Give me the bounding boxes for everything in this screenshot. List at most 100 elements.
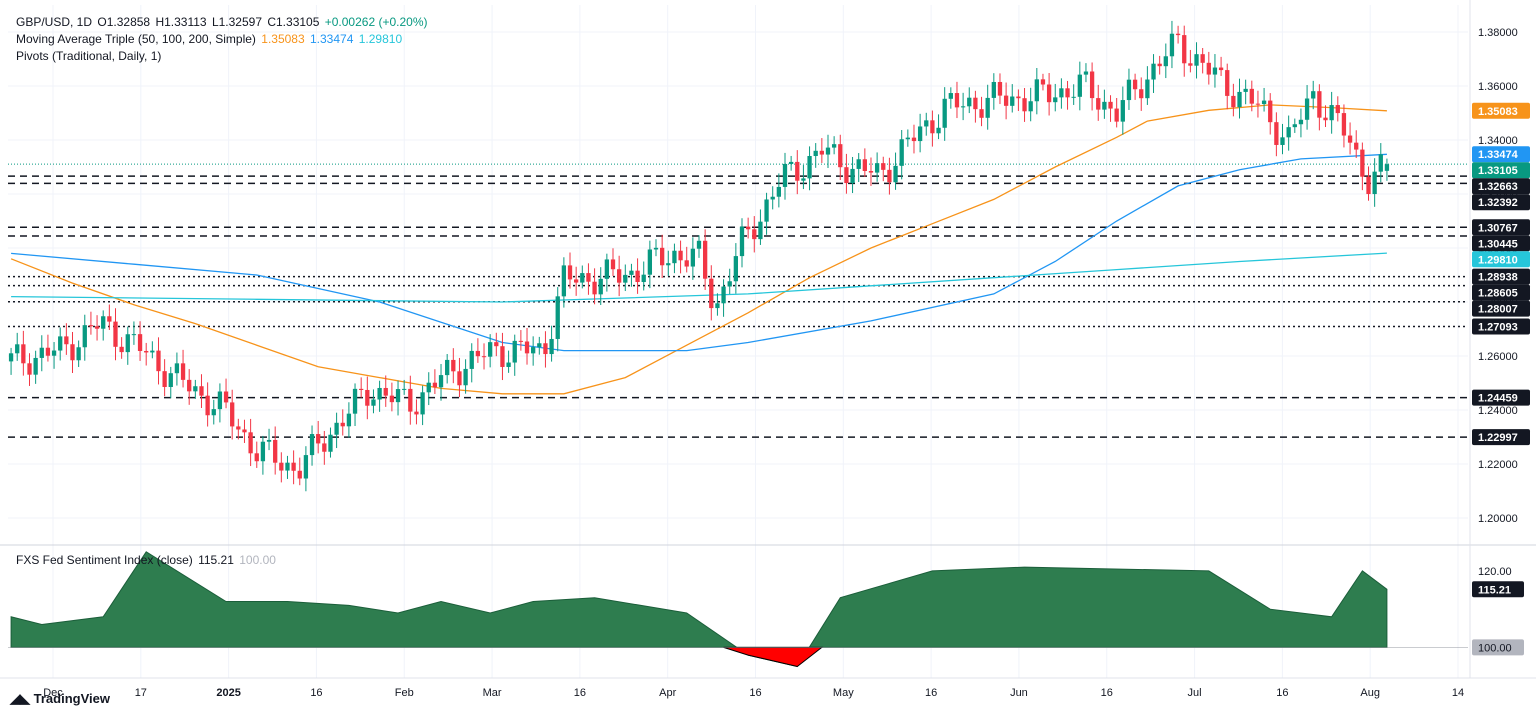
candle-body	[144, 350, 149, 353]
candle-body	[223, 391, 229, 403]
candle-body	[346, 413, 352, 427]
candle-body	[420, 392, 425, 415]
candle-body	[383, 387, 388, 396]
candle-body	[51, 350, 57, 356]
candle-body	[524, 341, 530, 354]
ma-label[interactable]: Moving Average Triple (50, 100, 200, Sim…	[16, 32, 256, 46]
candle-body	[887, 169, 892, 183]
indicator-value: 115.21	[198, 553, 234, 567]
candle-body	[881, 163, 886, 170]
tradingview-logo[interactable]: ◢◣ TradingView	[10, 691, 110, 707]
pivots-label: Pivots (Traditional, Daily, 1)	[16, 49, 162, 63]
candle-body	[340, 422, 345, 427]
candle-body	[193, 386, 198, 392]
candle-body	[64, 336, 69, 345]
candle-body	[727, 281, 732, 287]
indicator-label[interactable]: FXS Fed Sentiment Index (close)	[16, 553, 193, 567]
candle-body	[1249, 88, 1254, 104]
candle-body	[567, 265, 573, 280]
candle-body	[254, 453, 259, 462]
candle-body	[39, 347, 44, 358]
candle-body	[776, 186, 781, 197]
candle-body	[721, 286, 726, 304]
candle-body	[101, 316, 106, 329]
candle-body	[1274, 122, 1279, 145]
tv-logo-icon: ◢◣	[10, 691, 30, 706]
price-label-tag	[1472, 178, 1530, 195]
price-label-text: 1.35083	[1478, 106, 1518, 118]
candle-body	[1077, 74, 1082, 97]
candle-body	[788, 161, 794, 164]
price-label-text: 1.27093	[1478, 321, 1518, 333]
candle-body	[260, 441, 266, 462]
candle-body	[1175, 33, 1181, 36]
candle-body	[131, 334, 137, 336]
price-label-text: 1.24459	[1478, 393, 1518, 405]
candle-body	[850, 168, 855, 184]
candle-body	[481, 356, 487, 358]
candle-body	[690, 248, 696, 267]
candle-body	[291, 462, 296, 471]
candle-body	[1341, 113, 1347, 136]
candle-body	[113, 321, 118, 347]
sentiment-negative-area	[723, 646, 824, 668]
candle-body	[1286, 127, 1291, 138]
candle-body	[1384, 164, 1390, 171]
candle-body	[180, 363, 186, 380]
candle-body	[537, 343, 542, 348]
candle-body	[1372, 171, 1377, 195]
symbol-name[interactable]: GBP/USD, 1D	[16, 15, 93, 29]
candle-body	[647, 249, 653, 275]
candle-body	[997, 81, 1003, 96]
candle-body	[168, 373, 173, 387]
candle-body	[297, 470, 302, 479]
candle-body	[1071, 96, 1076, 98]
price-label-tag	[1472, 300, 1530, 317]
candle-body	[285, 462, 290, 471]
candle-body	[359, 388, 364, 390]
candle-body	[874, 163, 880, 173]
sentiment-value-tag	[1472, 581, 1524, 598]
candle-body	[936, 127, 941, 134]
candle-body	[1231, 95, 1236, 108]
candle-body	[709, 278, 714, 309]
candle-body	[70, 344, 75, 361]
indicator-line: FXS Fed Sentiment Index (close) 115.21 1…	[16, 553, 278, 567]
candle-body	[948, 93, 953, 99]
price-label-text: 1.32392	[1478, 197, 1518, 209]
candle-body	[1360, 149, 1365, 177]
candle-body	[764, 199, 769, 222]
price-label-tag	[1472, 429, 1530, 446]
candle-body	[125, 334, 130, 353]
candle-body	[500, 346, 505, 367]
candle-body	[1145, 79, 1150, 99]
candle-body	[58, 336, 63, 351]
pivots-line[interactable]: Pivots (Traditional, Daily, 1)	[16, 49, 163, 63]
price-label-tag	[1472, 162, 1530, 179]
candle-body	[199, 386, 204, 396]
candle-body	[174, 363, 180, 374]
candle-body	[33, 357, 38, 375]
candle-body	[322, 443, 327, 452]
candle-body	[1016, 96, 1021, 99]
price-label-text: 1.22997	[1478, 432, 1518, 444]
candle-body	[1034, 79, 1039, 102]
price-label-text: 1.30445	[1478, 238, 1518, 250]
candle-body	[1083, 71, 1089, 75]
candle-body	[377, 387, 382, 400]
candle-body	[82, 325, 87, 348]
candle-body	[402, 388, 407, 390]
candle-body	[831, 144, 837, 148]
candle-body	[979, 109, 984, 118]
candle-body	[801, 178, 806, 181]
candle-body	[549, 338, 554, 355]
candle-body	[119, 346, 124, 353]
sentiment-baseline-tag	[1472, 639, 1524, 656]
candle-body	[1255, 103, 1261, 105]
candle-body	[985, 97, 990, 118]
candle-body	[543, 343, 548, 355]
candle-body	[137, 334, 143, 351]
price-label-tag	[1472, 389, 1530, 406]
candle-body	[457, 371, 462, 386]
